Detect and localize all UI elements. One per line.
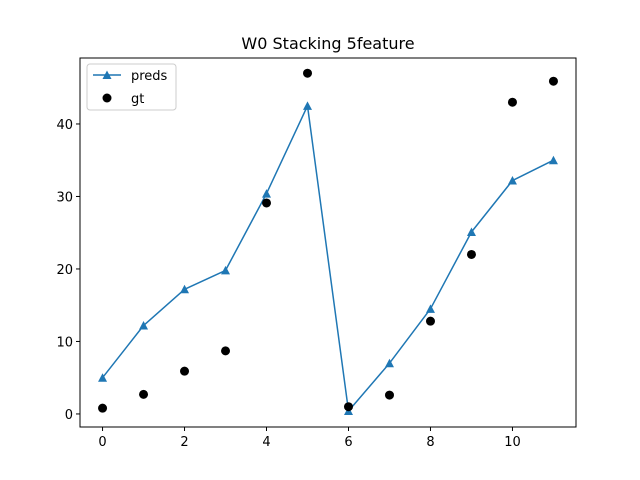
y-tick-label-4: 40 xyxy=(56,118,73,133)
chart-title: W0 Stacking 5feature xyxy=(241,34,414,53)
gt-point-3 xyxy=(221,346,231,356)
y-axis: 0 10 20 30 40 xyxy=(56,118,80,423)
preds-point-5 xyxy=(303,101,313,110)
preds-point-7 xyxy=(384,358,394,368)
gt-point-1 xyxy=(139,389,149,399)
gt-point-2 xyxy=(180,366,190,376)
preds-point-4 xyxy=(262,189,272,198)
gt-point-8 xyxy=(425,316,435,326)
plot-area xyxy=(98,68,558,416)
x-tick-label-5: 10 xyxy=(504,435,521,450)
y-tick-label-1: 10 xyxy=(56,335,73,350)
axes-frame xyxy=(79,57,577,428)
x-tick-label-0: 0 xyxy=(98,435,106,450)
legend-preds-marker xyxy=(102,70,112,79)
preds-point-0 xyxy=(98,373,108,382)
preds-point-11 xyxy=(548,155,558,165)
gt-point-9 xyxy=(466,249,476,259)
gt-point-0 xyxy=(98,403,108,413)
preds-point-1 xyxy=(139,321,149,330)
legend-gt-marker xyxy=(102,93,112,103)
preds-point-9 xyxy=(466,227,476,236)
legend-preds-label: preds xyxy=(131,69,168,84)
preds-point-3 xyxy=(221,265,231,275)
preds-point-10 xyxy=(507,176,517,185)
preds-series-line xyxy=(101,105,554,412)
gt-point-4 xyxy=(262,198,272,208)
y-tick-label-3: 30 xyxy=(56,190,73,205)
x-axis: 0 2 4 6 8 10 xyxy=(98,427,521,450)
x-tick-label-4: 8 xyxy=(426,435,434,450)
preds-point-8 xyxy=(425,304,435,313)
gt-point-6 xyxy=(343,402,353,412)
y-tick-label-0: 0 xyxy=(65,408,73,423)
gt-point-7 xyxy=(384,390,394,400)
preds-point-2 xyxy=(180,284,190,294)
x-tick-label-1: 2 xyxy=(180,435,188,450)
legend: preds gt xyxy=(86,63,177,111)
gt-point-10 xyxy=(507,97,517,107)
gt-point-5 xyxy=(303,68,313,78)
y-tick-label-2: 20 xyxy=(56,263,73,278)
legend-gt-label: gt xyxy=(131,92,144,107)
x-tick-label-2: 4 xyxy=(262,435,270,450)
gt-point-11 xyxy=(548,76,558,86)
x-tick-label-3: 6 xyxy=(344,435,352,450)
